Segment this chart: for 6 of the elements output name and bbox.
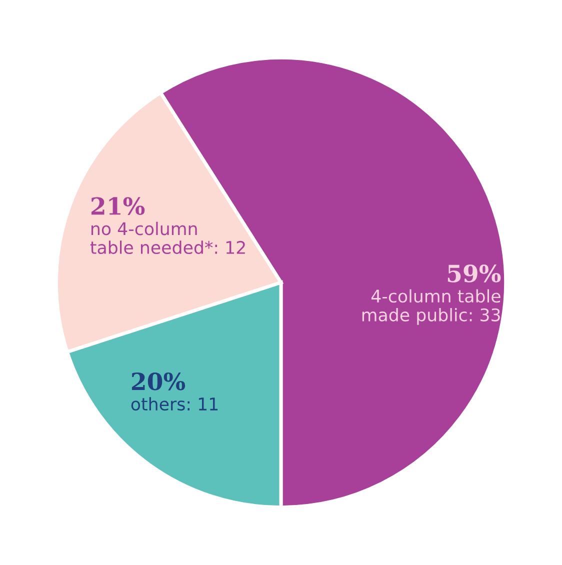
slice-label: no 4-column table needed*: 12	[90, 222, 245, 254]
data-label: 20%	[132, 372, 186, 390]
data-label: 59%	[448, 264, 501, 282]
data-label: 21%	[92, 197, 145, 215]
slice-label: 4-column table made public: 33	[362, 289, 500, 325]
slice-label: others: 11	[131, 397, 218, 411]
